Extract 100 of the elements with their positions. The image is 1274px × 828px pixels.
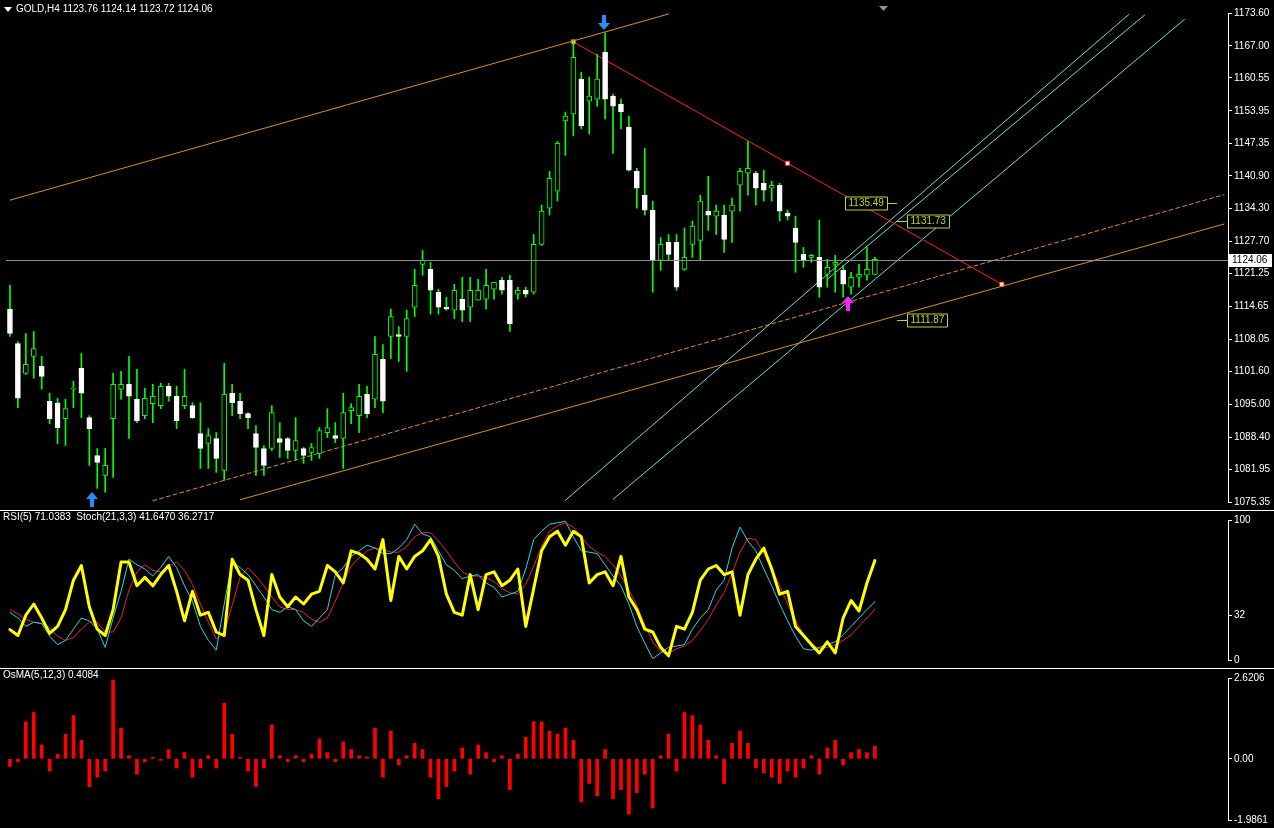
bar	[627, 758, 631, 815]
bar	[611, 758, 615, 800]
bar	[857, 749, 861, 759]
y-tick-label: 0.00	[1234, 752, 1254, 764]
bar	[127, 755, 131, 759]
annotation: 1111.87	[910, 314, 945, 326]
bar	[111, 679, 115, 759]
bar	[619, 758, 623, 790]
y-tick-label: 1081.95	[1234, 462, 1271, 474]
candlestick	[276, 422, 283, 458]
bar	[706, 739, 711, 759]
bar	[523, 736, 528, 759]
bar	[293, 755, 298, 759]
bar	[460, 747, 465, 759]
y-tick-label: 1167.00	[1234, 39, 1270, 51]
ref-line-label: 1124.06	[1232, 254, 1268, 266]
y-tick-label: 1153.95	[1234, 104, 1270, 116]
bar	[825, 747, 830, 759]
candlestick	[729, 197, 735, 243]
candlestick	[94, 448, 101, 489]
bar	[761, 758, 766, 773]
candlestick	[395, 326, 402, 362]
bar	[404, 755, 409, 759]
bar	[587, 758, 592, 784]
candlestick	[23, 333, 29, 375]
candlestick	[118, 371, 124, 400]
bar	[492, 758, 496, 763]
y-tick-label: 1088.40	[1234, 430, 1271, 442]
y-tick-label: 1075.35	[1234, 495, 1271, 507]
bar	[246, 758, 250, 772]
bar	[849, 752, 853, 759]
bar	[658, 755, 663, 759]
bar	[349, 749, 354, 759]
bar	[230, 733, 234, 759]
bar	[650, 758, 655, 809]
y-tick-label: 1160.55	[1234, 71, 1270, 83]
chart-title: RSI(5) 71.0383 Stoch(21,3,3) 41.6470 36.2717	[3, 510, 215, 522]
bar	[31, 712, 36, 759]
bar	[182, 752, 187, 759]
bar	[277, 755, 282, 759]
y-tick-label: -1.9861	[1234, 813, 1269, 825]
chart-title: OsMA(5,12,3) 0.4084	[3, 668, 100, 680]
bar	[39, 744, 44, 759]
y-tick-label: 1121.25	[1234, 267, 1270, 279]
y-tick-label: 1140.90	[1234, 169, 1270, 181]
bar	[579, 758, 584, 803]
candlestick	[149, 383, 156, 423]
bar	[333, 758, 338, 763]
y-tick-label: 1101.60	[1234, 365, 1270, 377]
bar	[603, 749, 607, 759]
annotation: 1135.49	[848, 197, 885, 209]
bar	[103, 758, 108, 772]
chart-title: GOLD,H4 1123.76 1124.14 1123.72 1124.06	[16, 2, 214, 14]
y-tick-label: 1095.00	[1234, 397, 1271, 409]
bar	[341, 741, 346, 759]
y-tick-label: 1127.70	[1234, 235, 1270, 247]
bar	[730, 743, 734, 759]
annotation: 1131.73	[910, 215, 947, 227]
bar	[468, 758, 473, 775]
bar	[722, 758, 726, 784]
y-tick-label: 1173.60	[1234, 6, 1270, 18]
candlestick	[745, 141, 751, 196]
bar	[214, 758, 219, 769]
candlestick	[768, 180, 775, 202]
bar	[270, 724, 274, 759]
bar	[135, 758, 139, 775]
bar	[389, 730, 393, 759]
bar	[254, 758, 258, 787]
candlestick	[713, 204, 720, 235]
y-tick-label: 1147.35	[1234, 137, 1270, 149]
candlestick	[126, 356, 132, 439]
candlestick	[641, 148, 648, 216]
bar	[8, 758, 12, 767]
y-tick-label: 2.6206	[1234, 671, 1266, 683]
candlestick	[610, 93, 616, 154]
candlestick	[459, 276, 466, 322]
candlestick	[30, 331, 37, 379]
bar	[809, 755, 814, 759]
y-tick-label: 32	[1234, 608, 1246, 620]
bar	[714, 755, 719, 759]
candlestick	[86, 415, 93, 466]
bar	[325, 752, 330, 759]
bar	[262, 758, 266, 769]
bar	[841, 758, 845, 766]
bar	[206, 755, 211, 759]
bar	[476, 744, 480, 759]
bar	[746, 743, 750, 759]
candlestick	[586, 76, 593, 135]
bar	[515, 753, 520, 759]
y-tick-label: 100	[1234, 513, 1252, 525]
bar	[738, 730, 742, 759]
bar	[95, 758, 100, 778]
bar	[531, 721, 536, 759]
bar	[24, 721, 28, 759]
y-tick-label: 1114.65	[1234, 300, 1270, 312]
bar	[381, 758, 385, 778]
bar	[119, 727, 123, 759]
bar	[500, 755, 504, 759]
bar	[285, 758, 290, 763]
candlestick	[102, 448, 109, 493]
